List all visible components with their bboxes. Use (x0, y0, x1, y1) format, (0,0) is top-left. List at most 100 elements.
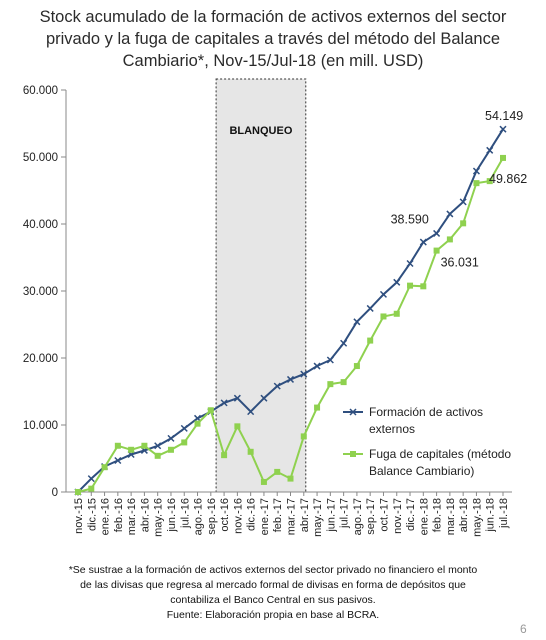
marker-stroke (353, 318, 361, 326)
data-label: 38.590 (391, 212, 429, 226)
marker-stroke (286, 375, 295, 383)
series-1-point (101, 464, 108, 471)
series-1-point (154, 452, 161, 459)
marker-stroke (419, 238, 427, 246)
series-1-point (75, 489, 81, 495)
page-number: 6 (520, 622, 527, 636)
series-1-point (380, 313, 387, 320)
y-tick-label: 0 (52, 487, 58, 499)
series-0-point (114, 456, 122, 465)
series-0-point (233, 394, 241, 402)
series-1-point (274, 468, 281, 475)
marker-stroke (167, 434, 175, 442)
series-0-point (180, 424, 188, 432)
legend-0-marker (349, 408, 357, 416)
marker-stroke (472, 167, 480, 175)
series-0-point (300, 370, 308, 378)
x-tick-label: ene.-17 (259, 498, 271, 535)
x-tick-label: feb.-16 (113, 498, 125, 532)
series-1-point (234, 423, 241, 430)
series-0-point (326, 356, 334, 364)
series-0-point (220, 399, 228, 407)
series-1-point (367, 337, 374, 344)
series-0-point (446, 210, 454, 218)
y-tick-label: 60.000 (23, 85, 58, 97)
x-tick-label: dic.-15 (86, 498, 98, 531)
series-1-point (260, 478, 267, 485)
series-1-point (194, 420, 201, 427)
series-1-point (473, 180, 480, 187)
x-tick-label: ago.-16 (193, 498, 205, 535)
x-tick-label: abr.-16 (139, 498, 151, 532)
series-0-point (459, 198, 467, 206)
series-0-point (340, 339, 348, 347)
series-0-point (406, 259, 414, 268)
series-0-point (486, 146, 494, 154)
x-tick-label: ene.-18 (418, 498, 430, 535)
series-0-point (167, 434, 175, 442)
x-tick-label: mar.-18 (445, 498, 457, 535)
blanqueo-label: BLANQUEO (229, 125, 292, 137)
y-tick-label: 10.000 (23, 420, 58, 432)
series-0-point (419, 238, 427, 246)
x-tick-label: oct.-17 (378, 498, 390, 532)
series-0-point (313, 362, 321, 370)
series-1-point (314, 404, 321, 411)
marker-stroke (326, 356, 334, 364)
series-0-point (273, 382, 281, 390)
data-label: 54.149 (485, 109, 523, 123)
x-tick-label: mar.-16 (126, 498, 138, 535)
blanqueo-region (215, 78, 307, 493)
series-1-point (207, 407, 214, 414)
marker-stroke (154, 442, 162, 450)
source-note: Fuente: Elaboración propia en base al BC… (166, 609, 380, 621)
chart-title-line-1: Stock acumulado de la formación de activ… (39, 8, 507, 26)
series-1-point (446, 236, 453, 243)
marker-stroke (393, 278, 401, 286)
legend-1-label: Fuga de capitales (método (369, 447, 511, 461)
data-label: 36.031 (441, 256, 479, 270)
marker-stroke (446, 210, 454, 218)
marker-stroke (114, 456, 122, 465)
x-tick-label: ago.-17 (352, 498, 364, 535)
series-1-point (486, 178, 493, 185)
series-1-point (353, 363, 360, 370)
marker-stroke (300, 370, 308, 378)
x-tick-label: jun.-17 (325, 498, 337, 533)
series-0-point (433, 229, 441, 237)
marker-stroke (313, 362, 321, 370)
series-1-point (340, 379, 347, 386)
series-0-point (286, 375, 295, 383)
marker-stroke (433, 229, 441, 237)
x-tick-label: nov.-15 (73, 498, 85, 534)
series-1-point (247, 448, 254, 455)
x-tick-label: may.-17 (312, 498, 324, 537)
marker-stroke (499, 125, 507, 133)
y-tick-label: 40.000 (23, 219, 58, 231)
series-1-point (433, 247, 440, 254)
marker-stroke (406, 259, 414, 268)
marker-stroke (87, 475, 95, 483)
series-0-point (247, 408, 255, 416)
y-tick-label: 50.000 (23, 152, 58, 164)
x-tick-label: nov.-16 (232, 498, 244, 534)
chart-title-line-2: privado y la fuga de capitales a través … (45, 30, 501, 48)
x-tick-label: feb.-18 (432, 498, 444, 532)
series-1-point (287, 475, 294, 482)
series-1-point (221, 452, 228, 459)
x-tick-label: may.-16 (153, 498, 165, 537)
legend-1-label: Balance Cambiario) (369, 464, 474, 478)
series-1-point (327, 381, 334, 388)
marker-stroke (486, 146, 494, 154)
series-1-point (167, 446, 174, 453)
series-1-point (114, 442, 121, 449)
series-0-point (472, 167, 480, 175)
series-1-point (393, 310, 400, 317)
x-tick-label: sep.-16 (206, 498, 218, 535)
x-tick-label: jul.-17 (339, 498, 351, 529)
x-tick-label: jul.-16 (179, 498, 191, 529)
x-tick-label: may.-18 (471, 498, 483, 537)
legend-1-marker (350, 451, 356, 457)
marker-stroke (180, 424, 188, 432)
marker-stroke (233, 394, 241, 402)
